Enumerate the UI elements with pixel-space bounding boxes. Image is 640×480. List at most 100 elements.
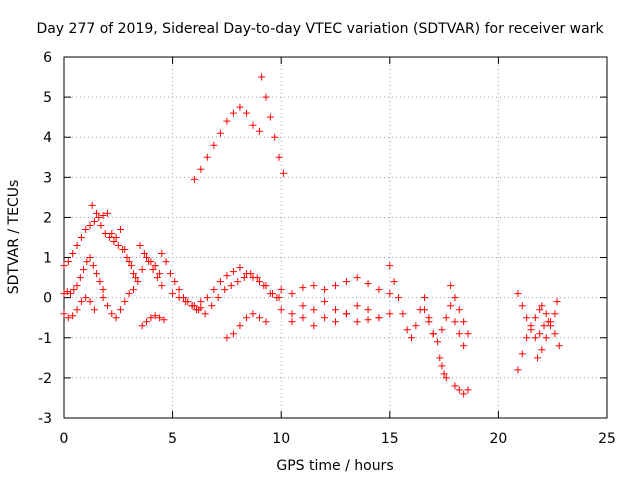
data-point xyxy=(442,374,450,382)
data-point xyxy=(447,282,455,290)
data-point xyxy=(82,225,90,233)
data-point xyxy=(127,262,135,270)
data-point xyxy=(99,294,107,302)
data-point xyxy=(255,127,263,135)
data-point xyxy=(175,286,183,294)
data-point xyxy=(514,366,522,374)
data-point xyxy=(82,294,90,302)
data-point xyxy=(542,334,550,342)
y-tick-label: 2 xyxy=(43,210,52,226)
data-point xyxy=(242,314,250,322)
data-point xyxy=(73,242,81,250)
data-point xyxy=(455,386,463,394)
series-arc-22 xyxy=(451,382,472,398)
data-point xyxy=(88,201,96,209)
x-tick-label: 0 xyxy=(60,431,69,447)
series-arc-15 xyxy=(277,274,394,298)
x-axis-label: GPS time / hours xyxy=(276,458,393,474)
data-point xyxy=(125,290,133,298)
y-axis-ticks: -3 -2 -1 0 1 2 3 4 5 6 xyxy=(38,50,607,427)
x-tick-label: 15 xyxy=(381,431,399,447)
series-arc-12 xyxy=(223,310,270,342)
data-point xyxy=(438,326,446,334)
data-point xyxy=(399,310,407,318)
data-point xyxy=(132,274,140,282)
data-point xyxy=(234,278,242,286)
data-point xyxy=(136,242,144,250)
data-point xyxy=(236,103,244,111)
y-tick-label: 3 xyxy=(43,170,52,186)
data-point xyxy=(86,254,94,262)
data-point xyxy=(138,322,146,330)
data-point xyxy=(112,314,120,322)
y-tick-label: -1 xyxy=(38,331,52,347)
data-point xyxy=(342,278,350,286)
data-point xyxy=(249,121,257,129)
data-point xyxy=(236,264,244,272)
data-point xyxy=(73,282,81,290)
data-point xyxy=(277,306,285,314)
data-point xyxy=(364,316,372,324)
data-point xyxy=(95,213,103,221)
x-tick-label: 5 xyxy=(168,431,177,447)
data-point xyxy=(158,250,166,258)
data-point xyxy=(77,234,85,241)
x-tick-label: 10 xyxy=(272,431,290,447)
data-point xyxy=(518,350,526,358)
data-point xyxy=(533,354,541,362)
data-point xyxy=(342,310,350,318)
data-point xyxy=(201,310,209,318)
data-point xyxy=(273,294,281,302)
data-point xyxy=(60,310,68,318)
data-point xyxy=(321,286,329,294)
data-point xyxy=(332,282,339,290)
data-point xyxy=(166,270,174,278)
data-point xyxy=(436,354,444,362)
data-point xyxy=(103,302,111,310)
series-arc-10 xyxy=(190,264,283,310)
data-point xyxy=(451,318,459,326)
data-point xyxy=(76,274,84,282)
data-point xyxy=(266,113,274,121)
series-arc-26 xyxy=(538,302,563,350)
data-point xyxy=(108,229,116,237)
data-point xyxy=(227,282,235,290)
y-tick-label: 5 xyxy=(43,90,52,106)
data-point xyxy=(140,250,148,258)
series-arc-14 xyxy=(258,73,287,177)
data-point xyxy=(451,382,459,390)
data-point xyxy=(195,306,203,314)
data-point xyxy=(223,272,231,280)
data-point xyxy=(555,342,563,350)
data-point xyxy=(90,217,98,225)
y-tick-label: 1 xyxy=(43,251,52,267)
data-point xyxy=(223,117,231,125)
data-point xyxy=(162,258,170,266)
data-point xyxy=(121,298,129,306)
y-tick-label: -3 xyxy=(38,411,52,427)
data-point xyxy=(130,270,138,278)
data-point xyxy=(90,306,98,314)
data-point xyxy=(386,262,394,270)
y-tick-label: 0 xyxy=(43,291,52,307)
data-point xyxy=(99,211,107,219)
data-point xyxy=(145,258,153,266)
series-arc-7 xyxy=(138,312,168,330)
data-point xyxy=(353,318,361,326)
data-point xyxy=(106,234,114,241)
data-point xyxy=(158,282,166,290)
x-tick-label: 20 xyxy=(489,431,507,447)
data-point xyxy=(214,294,222,302)
data-point xyxy=(536,306,544,314)
data-point xyxy=(553,298,561,306)
data-point xyxy=(394,294,402,302)
data-point xyxy=(216,129,224,137)
series-arc-21 xyxy=(447,282,472,338)
data-point xyxy=(353,274,361,282)
data-point xyxy=(97,221,105,229)
data-point xyxy=(279,169,287,177)
data-point xyxy=(538,302,546,310)
data-point xyxy=(242,109,250,117)
data-point xyxy=(151,262,159,270)
data-point xyxy=(103,209,111,217)
